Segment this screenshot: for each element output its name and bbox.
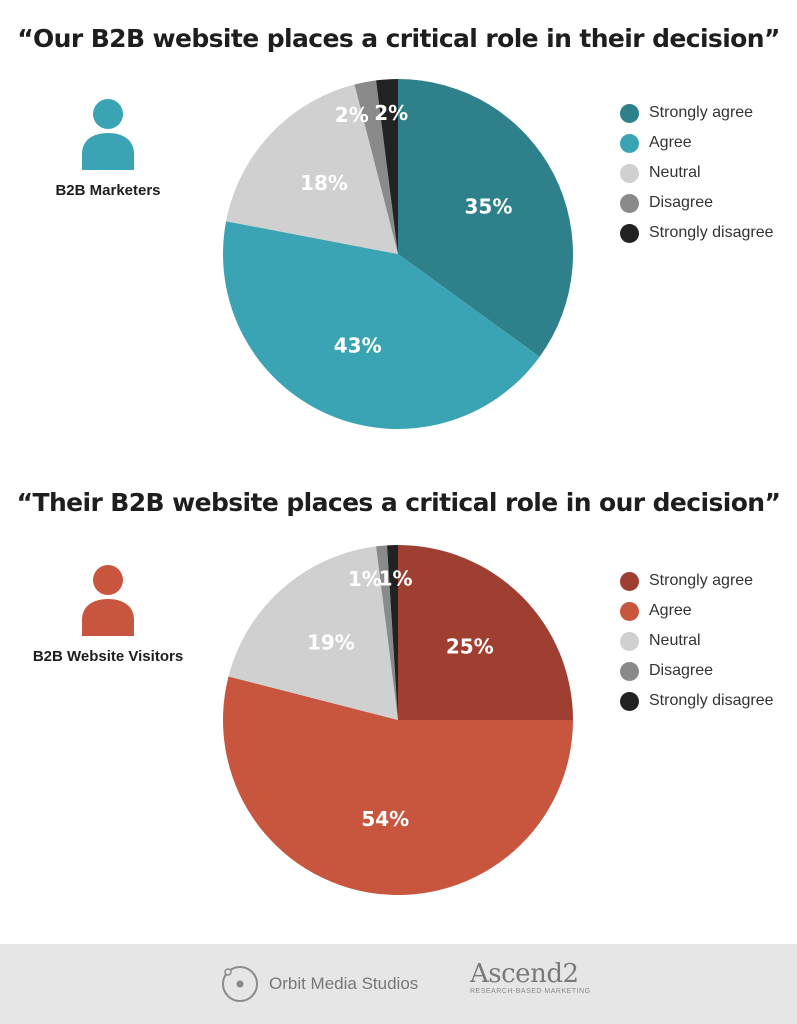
pie-slice-strongly-agree	[398, 79, 573, 357]
pie-chart-marketers: 35% 43% 18% 2% 2%	[222, 79, 573, 429]
data-label-strongly-agree: 25%	[446, 635, 494, 659]
legend-label: Strongly disagree	[649, 692, 774, 709]
legend-swatch	[620, 193, 639, 213]
legend-item-strongly-disagree: Strongly disagree	[620, 686, 774, 716]
legend-label: Strongly disagree	[649, 224, 774, 241]
orbit-media-text: Orbit Media Studios	[269, 974, 419, 993]
pie-slice-strongly-disagree	[376, 79, 398, 254]
legend-swatch	[620, 661, 639, 681]
pie-chart-visitors: 25% 54% 19% 1%1%	[223, 545, 573, 895]
persona-label-visitors: B2B Website Visitors	[32, 648, 184, 665]
data-label-agree: 54%	[361, 807, 409, 831]
orbit-media-logo[interactable]: Orbit Media Studios	[220, 964, 418, 1004]
legend-item-strongly-agree: Strongly agree	[620, 98, 774, 128]
legend-swatch	[620, 103, 639, 123]
pie-slice-strongly-disagree	[387, 545, 398, 720]
legend-item-strongly-agree: Strongly agree	[620, 566, 774, 596]
pie-slice-strongly-agree	[398, 545, 573, 720]
footer: Orbit Media Studios Ascend2 RESEARCH-BAS…	[0, 944, 797, 1024]
data-label-disagree: 1%	[348, 567, 382, 591]
legend-label: Agree	[649, 602, 692, 619]
persona-label-marketers: B2B Marketers	[55, 182, 161, 199]
ascend2-logo[interactable]: Ascend2 RESEARCH-BASED MARKETING	[470, 960, 591, 995]
data-label-neutral: 18%	[300, 171, 348, 195]
legend-swatch	[620, 163, 639, 183]
legend-label: Strongly agree	[649, 104, 754, 121]
data-label-disagree: 2%	[335, 103, 369, 127]
pie-slice-neutral	[226, 84, 398, 254]
persona-marketers: B2B Marketers	[8, 98, 208, 199]
legend-swatch	[620, 631, 639, 651]
legend-item-neutral: Neutral	[620, 626, 774, 656]
legend-label: Disagree	[649, 194, 714, 211]
legend-swatch	[620, 691, 639, 711]
chart-title-visitors: “Their B2B website places a critical rol…	[16, 488, 781, 517]
data-label-neutral: 19%	[307, 630, 355, 654]
chart-title-marketers: “Our B2B website places a critical role …	[17, 24, 780, 53]
legend-swatch	[620, 133, 639, 153]
data-label-strongly-disagree: 2%	[374, 101, 408, 125]
legend-swatch	[620, 601, 639, 621]
legend-marketers: Strongly agree Agree Neutral Disagree Strong…	[620, 98, 774, 248]
pie-slice-disagree	[354, 80, 398, 254]
pie-slice-agree	[223, 676, 573, 895]
user-silhouette-icon	[82, 565, 134, 636]
legend-swatch	[620, 571, 639, 591]
user-silhouette-icon	[82, 99, 134, 170]
legend-item-agree: Agree	[620, 128, 774, 158]
legend-label: Neutral	[649, 632, 701, 649]
ascend2-tagline: RESEARCH-BASED MARKETING	[470, 988, 591, 995]
pie-slice-neutral	[228, 546, 398, 720]
legend-label: Agree	[649, 134, 692, 151]
data-label-agree: 43%	[334, 334, 382, 358]
data-label-strongly-disagree: 1%	[379, 567, 413, 591]
pie-slice-disagree	[376, 545, 398, 720]
orbit-logo-icon	[222, 966, 258, 1002]
legend-item-disagree: Disagree	[620, 188, 774, 218]
legend-visitors: Strongly agree Agree Neutral Disagree Strong…	[620, 566, 774, 716]
data-label-strongly-agree: 35%	[464, 194, 512, 218]
legend-label: Neutral	[649, 164, 701, 181]
legend-label: Strongly agree	[649, 572, 754, 589]
legend-label: Disagree	[649, 662, 714, 679]
legend-item-strongly-disagree: Strongly disagree	[620, 218, 774, 248]
legend-swatch	[620, 223, 639, 243]
legend-item-neutral: Neutral	[620, 158, 774, 188]
persona-visitors: B2B Website Visitors	[8, 564, 208, 665]
pie-slice-agree	[222, 221, 540, 429]
legend-item-agree: Agree	[620, 596, 774, 626]
legend-item-disagree: Disagree	[620, 656, 774, 686]
ascend2-wordmark: Ascend2	[470, 959, 579, 989]
